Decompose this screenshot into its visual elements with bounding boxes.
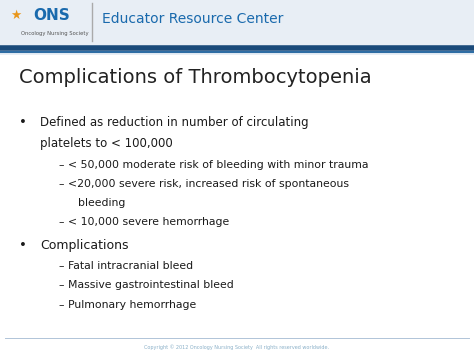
Text: – Massive gastrointestinal bleed: – Massive gastrointestinal bleed <box>59 280 234 290</box>
Text: Educator Resource Center: Educator Resource Center <box>102 12 283 26</box>
Text: Oncology Nursing Society: Oncology Nursing Society <box>21 31 89 36</box>
Text: Defined as reduction in number of circulating: Defined as reduction in number of circul… <box>40 116 309 129</box>
Text: bleeding: bleeding <box>78 198 126 208</box>
Text: – Pulmonary hemorrhage: – Pulmonary hemorrhage <box>59 300 197 310</box>
FancyBboxPatch shape <box>0 0 474 55</box>
Text: Complications: Complications <box>40 239 129 252</box>
Text: ONS: ONS <box>33 8 70 23</box>
Text: platelets to < 100,000: platelets to < 100,000 <box>40 137 173 150</box>
Text: Copyright © 2012 Oncology Nursing Society  All rights reserved worldwide.: Copyright © 2012 Oncology Nursing Societ… <box>145 345 329 350</box>
Text: – < 10,000 severe hemorrhage: – < 10,000 severe hemorrhage <box>59 217 229 227</box>
Text: •: • <box>19 239 27 252</box>
Text: – < 50,000 moderate risk of bleeding with minor trauma: – < 50,000 moderate risk of bleeding wit… <box>59 159 369 170</box>
Text: ★: ★ <box>10 9 22 22</box>
Text: – <20,000 severe risk, increased risk of spontaneous: – <20,000 severe risk, increased risk of… <box>59 179 349 189</box>
Text: – Fatal intracranial bleed: – Fatal intracranial bleed <box>59 261 193 271</box>
Text: Complications of Thrombocytopenia: Complications of Thrombocytopenia <box>19 67 372 87</box>
Text: •: • <box>19 116 27 129</box>
